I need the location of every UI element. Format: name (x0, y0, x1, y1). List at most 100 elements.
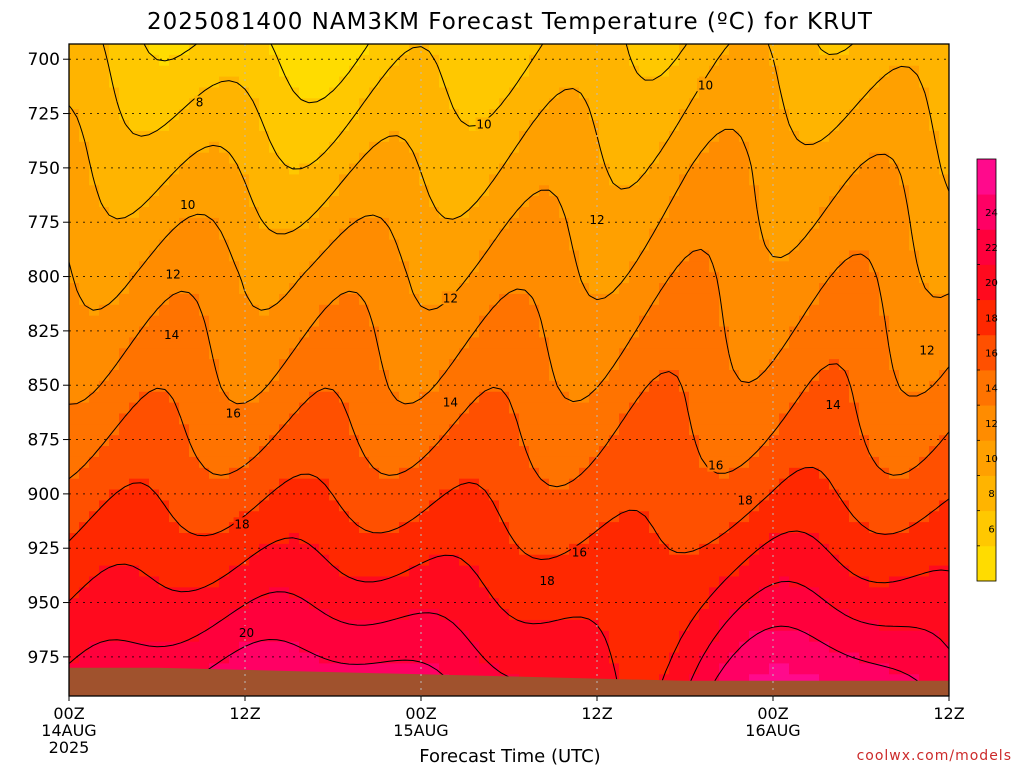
temperature-cell (369, 185, 380, 197)
temperature-cell (89, 283, 100, 295)
temperature-cell (369, 456, 380, 469)
temperature-cell (239, 576, 250, 588)
temperature-cell (389, 435, 400, 447)
temperature-cell (209, 141, 220, 154)
temperature-cell (709, 109, 720, 121)
temperature-cell (139, 337, 150, 349)
temperature-cell (849, 261, 860, 273)
temperature-cell (249, 500, 260, 512)
temperature-cell (439, 630, 450, 643)
temperature-cell (409, 76, 420, 89)
temperature-cell (769, 413, 780, 425)
temperature-cell (659, 478, 670, 491)
temperature-cell (789, 315, 800, 328)
temperature-cell (459, 598, 470, 610)
temperature-cell (889, 196, 900, 208)
temperature-cell (259, 391, 270, 404)
temperature-cell (719, 163, 730, 175)
temperature-cell (129, 304, 140, 317)
temperature-cell (889, 511, 900, 523)
temperature-cell (669, 489, 680, 501)
temperature-cell (899, 87, 910, 99)
temperature-cell (709, 98, 720, 110)
temperature-cell (619, 543, 630, 556)
temperature-cell (629, 435, 640, 447)
temperature-cell (569, 380, 580, 393)
temperature-cell (199, 76, 210, 89)
temperature-cell (419, 587, 430, 599)
temperature-cell (729, 207, 740, 219)
temperature-cell (369, 413, 380, 425)
temperature-cell (759, 663, 770, 675)
temperature-cell (799, 402, 810, 415)
temperature-cell (549, 652, 560, 664)
temperature-cell (129, 87, 140, 99)
temperature-cell (239, 533, 250, 545)
temperature-cell (859, 413, 870, 425)
temperature-cell (789, 120, 800, 132)
temperature-cell (639, 435, 650, 447)
temperature-cell (289, 587, 300, 599)
temperature-cell (699, 217, 710, 230)
temperature-cell (119, 435, 130, 447)
temperature-cell (639, 120, 650, 132)
temperature-cell (809, 261, 820, 273)
temperature-cell (329, 326, 340, 338)
temperature-cell (209, 456, 220, 469)
temperature-cell (869, 76, 880, 89)
temperature-cell (349, 293, 360, 306)
temperature-cell (799, 435, 810, 447)
temperature-cell (489, 174, 500, 186)
temperature-cell (149, 348, 160, 360)
temperature-cell (499, 456, 510, 469)
temperature-cell (549, 272, 560, 284)
temperature-cell (459, 76, 470, 89)
temperature-cell (419, 152, 430, 165)
temperature-cell (499, 337, 510, 349)
temperature-cell (89, 44, 100, 56)
temperature-cell (69, 337, 80, 349)
temperature-cell (659, 391, 670, 404)
temperature-cell (259, 652, 270, 664)
temperature-cell (849, 391, 860, 404)
temperature-cell (539, 424, 550, 436)
temperature-cell (579, 554, 590, 567)
temperature-cell (479, 283, 490, 295)
temperature-cell (259, 456, 270, 469)
temperature-cell (769, 543, 780, 556)
temperature-cell (539, 348, 550, 360)
temperature-cell (829, 239, 840, 252)
temperature-cell (479, 272, 490, 284)
temperature-cell (429, 54, 440, 67)
temperature-cell (679, 554, 690, 567)
temperature-cell (819, 565, 830, 578)
temperature-cell (189, 522, 200, 534)
temperature-cell (549, 467, 560, 480)
temperature-cell (629, 543, 640, 556)
temperature-cell (219, 163, 230, 175)
temperature-cell (239, 76, 250, 89)
temperature-cell (879, 283, 890, 295)
temperature-cell (409, 522, 420, 534)
temperature-cell (669, 587, 680, 599)
temperature-cell (349, 587, 360, 599)
temperature-cell (479, 619, 490, 632)
temperature-cell (219, 304, 230, 317)
temperature-cell (159, 489, 170, 501)
temperature-cell (559, 500, 570, 512)
temperature-cell (79, 293, 90, 306)
temperature-cell (509, 207, 520, 219)
temperature-cell (369, 554, 380, 567)
temperature-cell (879, 65, 890, 78)
temperature-cell (69, 87, 80, 99)
temperature-cell (509, 98, 520, 110)
temperature-cell (309, 272, 320, 284)
temperature-cell (609, 543, 620, 556)
temperature-cell (779, 543, 790, 556)
temperature-cell (379, 522, 390, 534)
temperature-cell (509, 130, 520, 143)
temperature-cell (159, 478, 170, 491)
temperature-cell (539, 598, 550, 610)
temperature-cell (229, 456, 240, 469)
temperature-cell (629, 120, 640, 132)
